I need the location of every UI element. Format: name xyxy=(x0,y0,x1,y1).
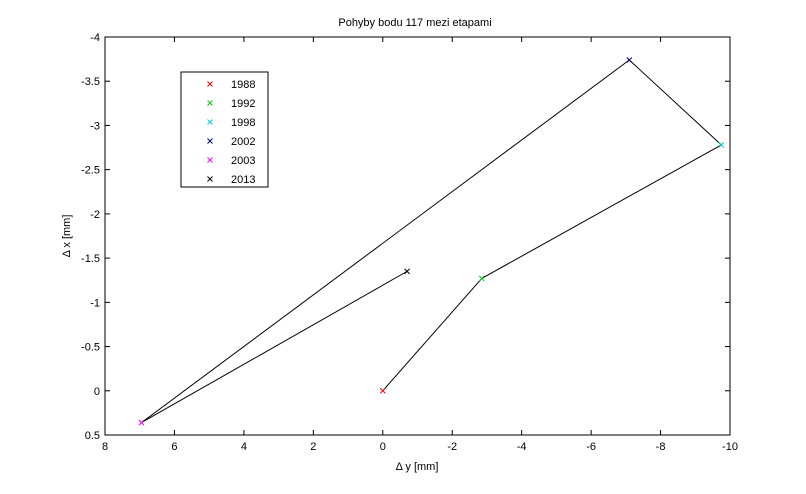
marker-1988 xyxy=(379,387,386,394)
x-tick-label: 2 xyxy=(310,441,316,453)
line-segment-2002-2003 xyxy=(141,59,630,424)
series-markers xyxy=(138,57,725,426)
legend-marker-2013 xyxy=(207,176,213,182)
x-tick-label: -6 xyxy=(586,441,596,453)
line-segment-1988-1992 xyxy=(382,278,483,392)
legend: 1988 1992 1998 2002 2003 2013 xyxy=(180,71,269,188)
y-tick-label: -3.5 xyxy=(81,76,100,88)
x-tick-label: -2 xyxy=(447,441,457,453)
legend-marker-1992 xyxy=(207,100,213,106)
y-tick-label: -0.5 xyxy=(81,342,100,354)
marker-2002 xyxy=(626,57,633,63)
x-tick-label: -4 xyxy=(517,441,527,453)
chart-title: Pohyby bodu 117 mezi etapami xyxy=(338,17,491,29)
x-tick-label: -8 xyxy=(656,441,666,453)
legend-label-2002: 2002 xyxy=(231,136,255,148)
x-axis-ticks: 8 6 4 2 0 -2 -4 -6 -8 -10 xyxy=(102,37,738,453)
x-tick-label: 4 xyxy=(241,441,247,453)
x-tick-label: 0 xyxy=(380,441,386,453)
legend-label-1988: 1988 xyxy=(231,79,255,91)
y-tick-label: -3 xyxy=(90,120,100,132)
series-line xyxy=(141,59,722,424)
x-tick-label: 8 xyxy=(102,441,108,453)
marker-1998 xyxy=(718,142,725,148)
legend-marker-1998 xyxy=(207,119,213,125)
line-segment-1998-2002 xyxy=(628,59,722,146)
legend-box xyxy=(180,71,269,188)
legend-label-2013: 2013 xyxy=(231,174,255,186)
legend-marker-2003 xyxy=(207,157,213,163)
marker-1992 xyxy=(478,275,485,282)
y-tick-label: -2.5 xyxy=(81,165,100,177)
x-tick-label: 6 xyxy=(171,441,177,453)
legend-label-2003: 2003 xyxy=(231,155,255,167)
y-tick-label: -1 xyxy=(90,297,100,309)
y-tick-label: -4 xyxy=(90,32,100,44)
legend-label-1998: 1998 xyxy=(231,117,255,129)
legend-label-1992: 1992 xyxy=(231,98,255,110)
y-tick-label: 0 xyxy=(94,386,100,398)
marker-2013 xyxy=(404,268,410,275)
x-axis-label: Δ y [mm] xyxy=(396,461,439,473)
y-tick-label: -2 xyxy=(90,209,100,221)
x-tick-label: -10 xyxy=(722,441,738,453)
line-segment-1992-1998 xyxy=(481,144,722,279)
y-axis-ticks: -4 -3.5 -3 -2.5 -2 -1.5 -1 -0.5 0 0.5 xyxy=(81,32,730,442)
marker-2003 xyxy=(138,419,145,426)
y-tick-label: 0.5 xyxy=(85,430,100,442)
legend-marker-1988 xyxy=(207,81,213,87)
line-segment-2003-2013 xyxy=(141,270,408,424)
y-axis-label: Δ x [mm] xyxy=(61,215,73,258)
legend-marker-2002 xyxy=(207,138,213,144)
y-tick-label: -1.5 xyxy=(81,253,100,265)
